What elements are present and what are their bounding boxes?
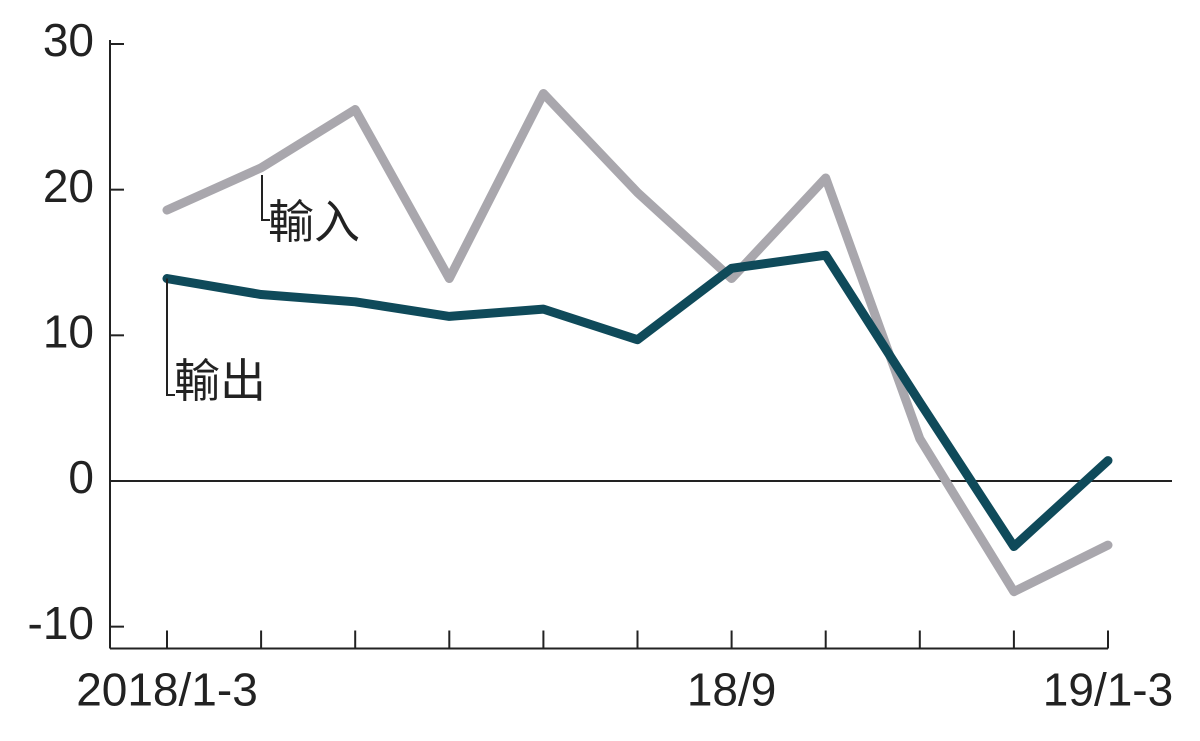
y-tick-label: 20 [43,160,94,212]
y-tick-label: 30 [43,14,94,66]
series-label: 輸出 [174,355,266,407]
label-leader [166,278,175,396]
y-tick-label: 0 [68,451,94,503]
series-line [162,250,1113,552]
series-line [162,89,1113,597]
y-tick-label: 10 [43,305,94,357]
y-tick-label: -10 [28,597,94,649]
x-tick-label: 19/1-3 [1043,664,1173,716]
x-tick-label: 18/9 [687,664,777,716]
x-tick-label: 2018/1-3 [76,664,258,716]
series-label: 輸入 [268,196,360,248]
label-leader [261,175,270,221]
